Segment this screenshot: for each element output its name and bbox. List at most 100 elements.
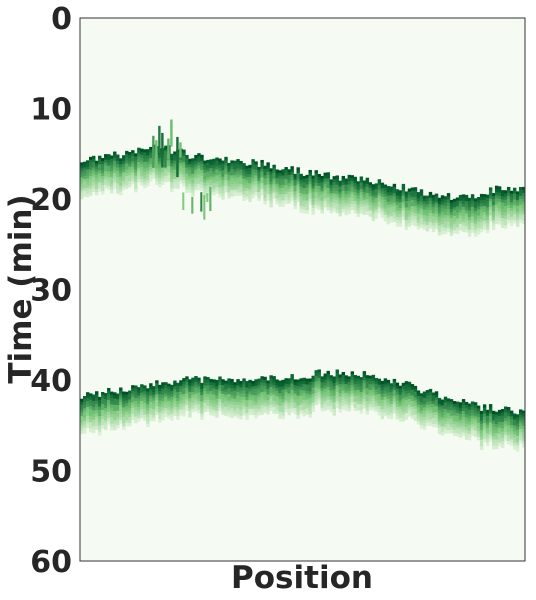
heatmap-cell: [272, 189, 276, 194]
heatmap-cell: [494, 185, 499, 190]
heatmap-cell: [122, 155, 126, 159]
heatmap-cell: [482, 226, 487, 231]
heatmap-cell: [380, 380, 385, 385]
heatmap-cell: [158, 387, 162, 392]
heatmap-cell: [473, 430, 478, 434]
heatmap-cell: [341, 200, 345, 204]
heatmap-cell: [125, 182, 129, 186]
heatmap-cell: [227, 168, 231, 173]
heatmap-cell: [275, 169, 279, 173]
heatmap-cell: [497, 442, 502, 447]
heatmap-cell: [290, 408, 294, 413]
heatmap-cell: [488, 204, 493, 208]
heatmap-cell: [374, 378, 379, 382]
heatmap-cell: [299, 392, 303, 397]
heatmap-cell: [257, 183, 261, 187]
heatmap-cell: [281, 405, 285, 410]
heatmap-cell: [365, 401, 370, 405]
heatmap-cell: [203, 172, 207, 177]
heatmap-cell: [491, 442, 496, 447]
heatmap-cell: [512, 205, 517, 209]
heatmap-cell: [269, 190, 273, 195]
heatmap-cell: [392, 202, 397, 207]
heatmap-cell: [107, 177, 111, 181]
heatmap-cell: [110, 391, 114, 396]
heatmap-cell: [248, 411, 252, 416]
heatmap-cell: [434, 403, 439, 407]
heatmap-cell: [119, 182, 123, 187]
heatmap-cell: [422, 413, 427, 418]
heatmap-cell: [278, 390, 282, 394]
heatmap-cell: [512, 431, 517, 435]
heatmap-cell: [386, 214, 391, 219]
heatmap-cell: [296, 167, 300, 171]
heatmap-cell: [296, 178, 300, 182]
heatmap-cell: [350, 180, 355, 185]
heatmap-cell: [458, 197, 463, 202]
heatmap-cell: [458, 402, 463, 406]
heatmap-cell: [434, 219, 439, 224]
heatmap-cell: [215, 175, 219, 179]
heatmap-cell: [320, 182, 324, 186]
heatmap-cell: [233, 399, 237, 403]
heatmap-cell: [311, 181, 315, 186]
heatmap-cell: [455, 200, 460, 204]
heatmap-cell: [350, 371, 355, 375]
heatmap-cell: [104, 396, 108, 400]
heatmap-cell: [410, 221, 415, 226]
heatmap-cell: [293, 379, 297, 383]
heatmap-cell: [449, 229, 454, 234]
heatmap-cell: [344, 386, 348, 391]
heatmap-cell: [332, 376, 336, 381]
heatmap-cell: [293, 176, 297, 181]
heatmap-cell: [230, 395, 234, 399]
heatmap-cell: [416, 415, 421, 419]
heatmap-cell: [494, 201, 499, 206]
heatmap-cell: [209, 384, 213, 389]
heatmap-cell: [395, 204, 400, 209]
heatmap-cell: [170, 408, 174, 412]
heatmap-cell: [437, 203, 442, 208]
heatmap-cell: [212, 397, 216, 402]
heatmap-cell: [92, 416, 96, 421]
heatmap-cell: [128, 405, 132, 409]
heatmap-cell: [419, 224, 424, 229]
heatmap-cell: [197, 401, 201, 405]
heatmap-cell: [344, 384, 348, 388]
heatmap-cell: [212, 161, 216, 166]
heatmap-cell: [197, 383, 201, 387]
heatmap-cell: [203, 379, 207, 383]
heatmap-cell: [107, 418, 111, 422]
heatmap-cell: [422, 223, 427, 227]
heatmap-cell: [509, 430, 514, 435]
heatmap-cell: [404, 384, 409, 388]
heatmap-cell: [173, 409, 177, 414]
heatmap-cell: [272, 388, 276, 392]
heatmap-cell: [197, 398, 201, 402]
heatmap-cell: [272, 192, 276, 196]
heatmap-cell: [464, 429, 469, 434]
heatmap-cell: [272, 170, 276, 174]
heatmap-cell: [104, 168, 108, 172]
heatmap-cell: [155, 171, 159, 176]
heatmap-cell: [251, 409, 255, 413]
heatmap-cell: [230, 401, 234, 406]
heatmap-cell: [401, 186, 406, 191]
heatmap-cell: [404, 201, 409, 205]
heatmap-cell: [353, 179, 358, 184]
heatmap-cell: [335, 175, 339, 179]
heatmap-cell: [323, 385, 327, 390]
heatmap-cell: [344, 208, 348, 213]
heatmap-cell: [326, 194, 330, 198]
heatmap-cell: [371, 184, 376, 188]
heatmap-cell: [497, 202, 502, 206]
heatmap-cell: [131, 153, 135, 157]
heatmap-cell: [116, 424, 120, 429]
heatmap-cell: [149, 158, 153, 162]
heatmap-cell: [335, 391, 339, 396]
heatmap-cell: [137, 387, 141, 391]
heatmap-cell: [338, 204, 342, 208]
heatmap-cell: [182, 177, 186, 181]
heatmap-cell: [353, 395, 358, 400]
heatmap-cell: [521, 205, 526, 209]
